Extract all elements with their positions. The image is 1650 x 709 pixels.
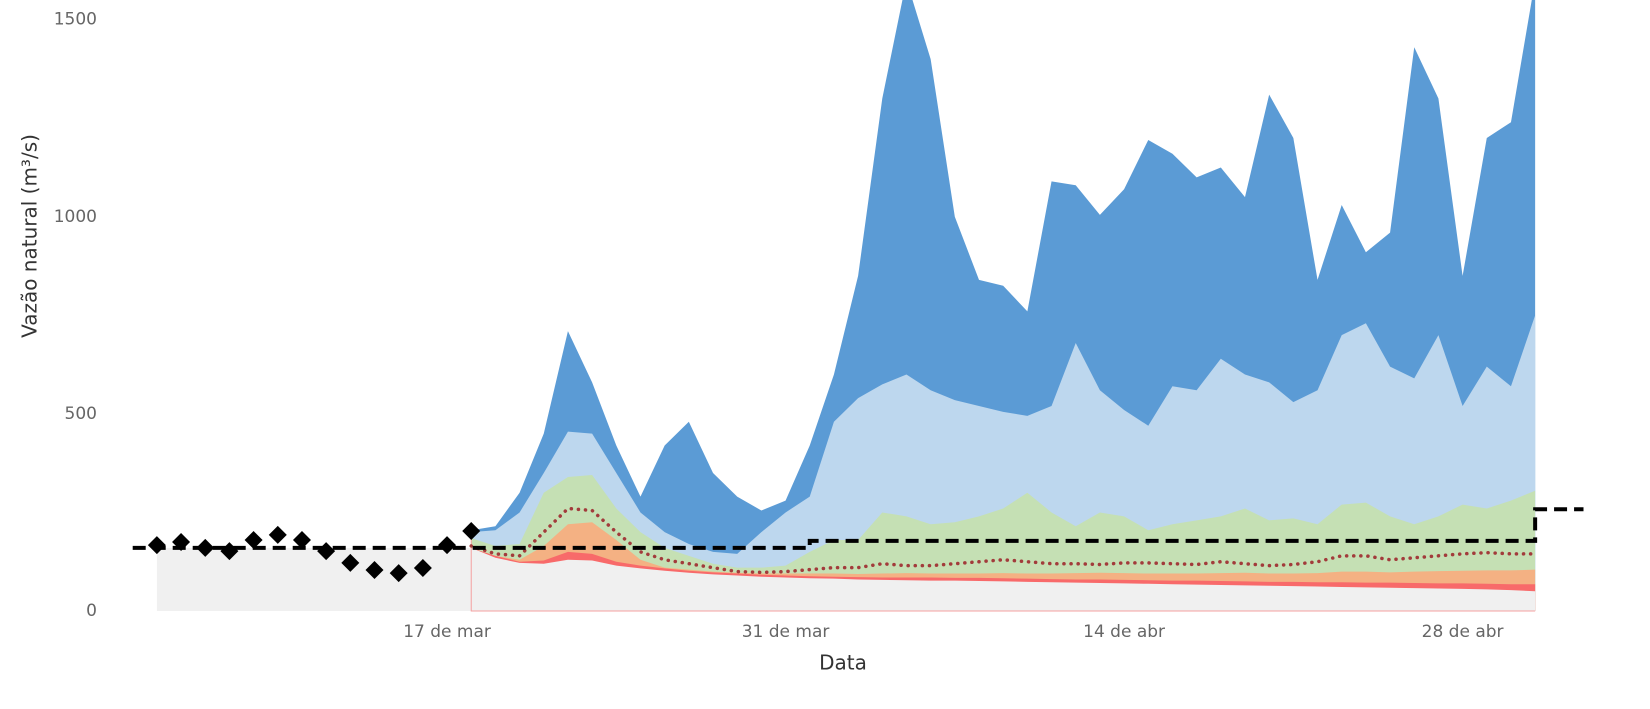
median-line: [469, 506, 1537, 575]
observed-point: [292, 531, 311, 550]
axes: 0 500 1000 1500 17 de mar 31 de mar 14 de abr 2…: [54, 10, 1504, 642]
x-tick-label: 31 de mar: [742, 622, 830, 642]
forecast-frame: [470, 530, 1536, 612]
observed-point: [365, 561, 384, 580]
y-tick-label: 1500: [54, 10, 97, 30]
observed-point: [147, 536, 166, 555]
y-axis-title: Vazão natural (m³/s): [18, 134, 42, 338]
y-tick-label: 0: [86, 601, 97, 621]
reference-line: [132, 507, 1584, 550]
observed-point: [341, 553, 360, 572]
observed-point: [438, 536, 457, 555]
observed-point: [268, 525, 287, 544]
observed-point: [172, 533, 191, 552]
x-tick-label: 28 de abr: [1422, 622, 1504, 642]
x-tick-label: 17 de mar: [403, 622, 491, 642]
observed-point: [220, 542, 239, 561]
observed-point: [317, 542, 336, 561]
observed-point: [389, 564, 408, 583]
x-tick-label: 14 de abr: [1083, 622, 1165, 642]
observed-point: [413, 559, 432, 578]
observed-point: [244, 531, 263, 550]
y-tick-label: 500: [65, 404, 97, 424]
y-tick-label: 1000: [54, 207, 97, 227]
observed-point: [462, 521, 481, 540]
observed-point: [196, 538, 215, 557]
history-background: [156, 547, 472, 611]
plot-area: [132, 0, 1584, 612]
forecast-band: [471, 547, 1536, 611]
x-axis-title: Data: [819, 651, 867, 675]
